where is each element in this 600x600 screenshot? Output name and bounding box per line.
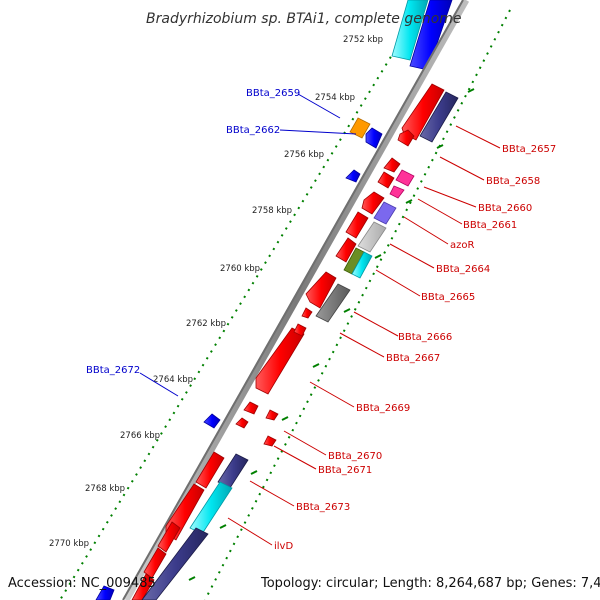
kbp-label: 2752 kbp bbox=[343, 35, 383, 45]
kbp-label: 2758 kbp bbox=[252, 206, 292, 216]
gene-bbta-2666[interactable] bbox=[305, 271, 337, 309]
gene-label-bbta-2660[interactable]: BBta_2660 bbox=[478, 203, 532, 214]
gene-bbta-2658[interactable] bbox=[397, 129, 415, 147]
topology-text: Topology: circular; Length: 8,264,687 bp… bbox=[260, 576, 600, 591]
gene-magenta-2660[interactable] bbox=[395, 169, 415, 187]
gene-cyan-2665[interactable] bbox=[351, 251, 373, 279]
kbp-label: 2766 kbp bbox=[120, 431, 160, 441]
gene-red-small-2670[interactable] bbox=[265, 409, 279, 421]
gene-bbta-2665[interactable] bbox=[335, 237, 357, 263]
backbone-ticks bbox=[188, 88, 475, 581]
gene-label-bbta-2658[interactable]: BBta_2658 bbox=[486, 176, 540, 187]
gene-label-bbta-2661[interactable]: BBta_2661 bbox=[463, 220, 517, 231]
gene-label-bbta-2671[interactable]: BBta_2671 bbox=[318, 465, 372, 476]
gene-red-right-near-2669[interactable] bbox=[293, 323, 307, 337]
gene-bbta-2671[interactable] bbox=[235, 417, 249, 429]
gene-red-left-3[interactable] bbox=[157, 521, 181, 553]
gene-small-red-1[interactable] bbox=[301, 307, 313, 319]
kbp-label: 2770 kbp bbox=[49, 539, 89, 549]
gene-label-bbta-2670[interactable]: BBta_2670 bbox=[328, 451, 382, 462]
gene-red-left-1[interactable] bbox=[195, 451, 225, 489]
kbp-label: 2760 kbp bbox=[220, 264, 260, 274]
gene-magenta-2661[interactable] bbox=[389, 185, 405, 199]
accession-text: Accession: NC_009485 bbox=[8, 576, 156, 591]
gene-label-azor[interactable]: azoR bbox=[450, 240, 474, 251]
gene-label-bbta-2659[interactable]: BBta_2659 bbox=[246, 88, 300, 99]
genome-backbone bbox=[122, 0, 470, 600]
gene-azor[interactable] bbox=[361, 191, 385, 215]
gene-label-bbta-2662[interactable]: BBta_2662 bbox=[226, 125, 280, 136]
gene-gray-2664[interactable] bbox=[357, 221, 387, 253]
gene-darkgray-2667[interactable] bbox=[315, 283, 351, 323]
label-leaders bbox=[139, 93, 501, 546]
map-title: Bradyrhizobium sp. BTAi1, complete genom… bbox=[146, 11, 462, 27]
gene-label-bbta-2673[interactable]: BBta_2673 bbox=[296, 502, 350, 513]
kbp-labels: 2752 kbp 2754 kbp 2756 kbp 2758 kbp 2760… bbox=[49, 35, 383, 549]
gene-red-left-5[interactable] bbox=[131, 573, 155, 600]
gene-label-ilvd[interactable]: ilvD bbox=[274, 541, 293, 552]
kbp-label: 2762 kbp bbox=[186, 319, 226, 329]
gene-bbta-2661[interactable] bbox=[377, 171, 395, 189]
right-gene-labels: BBta_2657 BBta_2658 BBta_2660 BBta_2661 … bbox=[274, 144, 556, 552]
gene-blue-small[interactable] bbox=[345, 169, 361, 183]
kbp-label: 2754 kbp bbox=[315, 93, 355, 103]
gene-navy-2657[interactable] bbox=[419, 91, 459, 143]
gene-label-bbta-2667[interactable]: BBta_2667 bbox=[386, 353, 440, 364]
left-gene-labels: BBta_2659 BBta_2662 BBta_2672 bbox=[86, 88, 300, 376]
gene-bbta-2659[interactable] bbox=[349, 117, 371, 139]
gene-bbta-2672[interactable] bbox=[203, 413, 221, 429]
left-tick-guide bbox=[59, 49, 396, 600]
gene-label-bbta-2657[interactable]: BBta_2657 bbox=[502, 144, 556, 155]
gene-bbta-2660[interactable] bbox=[383, 157, 401, 173]
gene-red-small-2671[interactable] bbox=[263, 435, 277, 447]
genome-backbone-dark bbox=[122, 0, 464, 600]
gene-label-bbta-2672[interactable]: BBta_2672 bbox=[86, 365, 140, 376]
gene-label-bbta-2664[interactable]: BBta_2664 bbox=[436, 264, 490, 275]
gene-blue-bottom[interactable] bbox=[95, 585, 115, 600]
gene-label-bbta-2669[interactable]: BBta_2669 bbox=[356, 403, 410, 414]
gene-bbta-2662[interactable] bbox=[365, 127, 383, 149]
kbp-label: 2764 kbp bbox=[153, 375, 193, 385]
gene-violet-azor[interactable] bbox=[373, 201, 397, 225]
gene-bbta-2670[interactable] bbox=[243, 401, 259, 415]
gene-navy-ilvd[interactable] bbox=[141, 527, 209, 600]
gene-label-bbta-2666[interactable]: BBta_2666 bbox=[398, 332, 452, 343]
gene-bbta-2664[interactable] bbox=[345, 211, 369, 239]
gene-label-bbta-2665[interactable]: BBta_2665 bbox=[421, 292, 475, 303]
kbp-label: 2768 kbp bbox=[85, 484, 125, 494]
right-tick-guide bbox=[204, 9, 511, 600]
kbp-label: 2756 kbp bbox=[284, 150, 324, 160]
cyan-gene-top bbox=[391, 0, 429, 61]
